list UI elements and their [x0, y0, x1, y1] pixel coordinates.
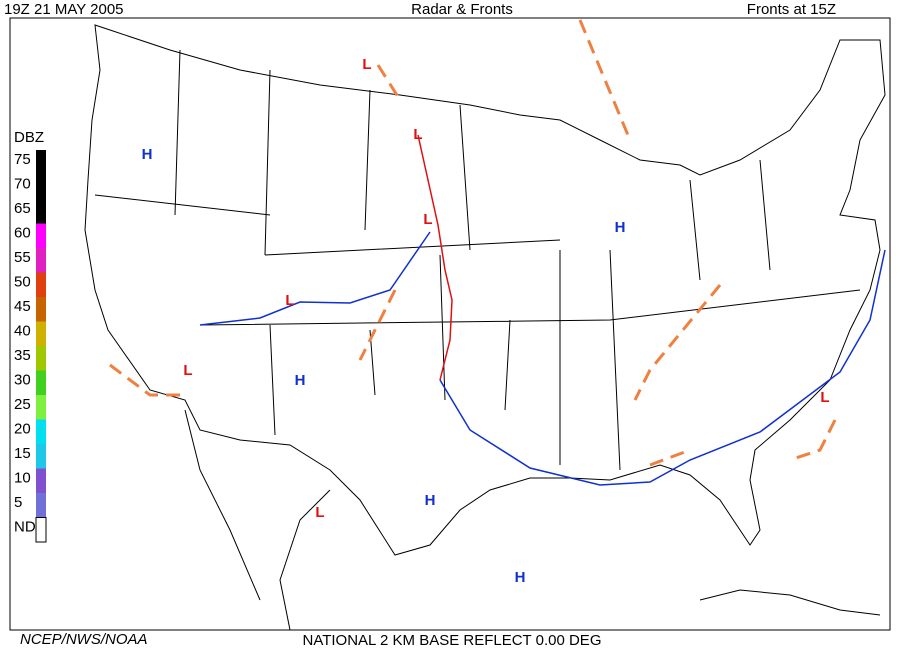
- legend-swatch: [36, 297, 46, 322]
- pressure-center: L: [423, 211, 432, 228]
- trough: [109, 19, 837, 467]
- stationary-front: [417, 134, 453, 381]
- legend-label: ND: [14, 519, 36, 536]
- pressure-center: L: [362, 56, 371, 73]
- legend-label: 15: [14, 445, 31, 462]
- header-right: Fronts at 15Z: [747, 1, 836, 18]
- legend-swatch: [36, 150, 46, 175]
- legend-swatch: [36, 395, 46, 420]
- legend-label: 10: [14, 470, 31, 487]
- pressure-center: H: [295, 372, 306, 389]
- legend-swatch: [36, 419, 46, 444]
- legend-swatch: [35, 517, 47, 543]
- pressure-center: H: [615, 219, 626, 236]
- mexico-coast: [184, 409, 331, 631]
- legend-swatch: [36, 248, 46, 273]
- pressure-center: L: [183, 362, 192, 379]
- header-center: Radar & Fronts: [411, 1, 513, 18]
- legend-label: 40: [14, 323, 31, 340]
- pressure-center: L: [315, 504, 324, 521]
- map-frame: [9, 17, 891, 631]
- legend-label: 55: [14, 249, 31, 266]
- pressure-center: L: [413, 126, 422, 143]
- legend-label: 70: [14, 176, 31, 193]
- legend: DBZ 75 70 65 60 55 50 45 40 35 30 25 20 15 10 5 ND: [14, 129, 47, 543]
- cuba: [699, 589, 881, 616]
- legend-label: 35: [14, 347, 31, 364]
- pressure-center: H: [142, 146, 153, 163]
- legend-swatch: [36, 468, 46, 493]
- state-lines: [94, 49, 861, 471]
- legend-label: 60: [14, 225, 31, 242]
- cold-front: [439, 249, 886, 486]
- us-outline: [84, 24, 886, 556]
- pressure-center: L: [285, 292, 294, 309]
- legend-swatch: [36, 199, 46, 224]
- footer-center: NATIONAL 2 KM BASE REFLECT 0.00 DEG: [303, 632, 602, 649]
- header-left: 19Z 21 MAY 2005: [4, 1, 124, 18]
- pressure-center: L: [820, 389, 829, 406]
- legend-label: 50: [14, 274, 31, 291]
- legend-swatch: [36, 174, 46, 199]
- legend-swatch: [36, 223, 46, 248]
- legend-swatch: [36, 346, 46, 371]
- legend-swatch: [36, 493, 46, 518]
- legend-label: 30: [14, 372, 31, 389]
- legend-swatch: [36, 321, 46, 346]
- legend-label: 65: [14, 200, 31, 217]
- legend-title: DBZ: [14, 129, 44, 146]
- pressure-centers: H H H H H L L L L L L L: [142, 56, 830, 586]
- pressure-center: H: [515, 569, 526, 586]
- pressure-center: H: [425, 492, 436, 509]
- legend-label: 75: [14, 151, 31, 168]
- legend-label: 25: [14, 396, 31, 413]
- legend-label: 20: [14, 421, 31, 438]
- cold-front: [199, 231, 431, 326]
- legend-swatch: [36, 272, 46, 297]
- legend-label: 45: [14, 298, 31, 315]
- legend-swatch: [36, 370, 46, 395]
- legend-swatch: [36, 444, 46, 469]
- legend-label: 5: [14, 494, 22, 511]
- footer-left: NCEP/NWS/NOAA: [20, 631, 148, 648]
